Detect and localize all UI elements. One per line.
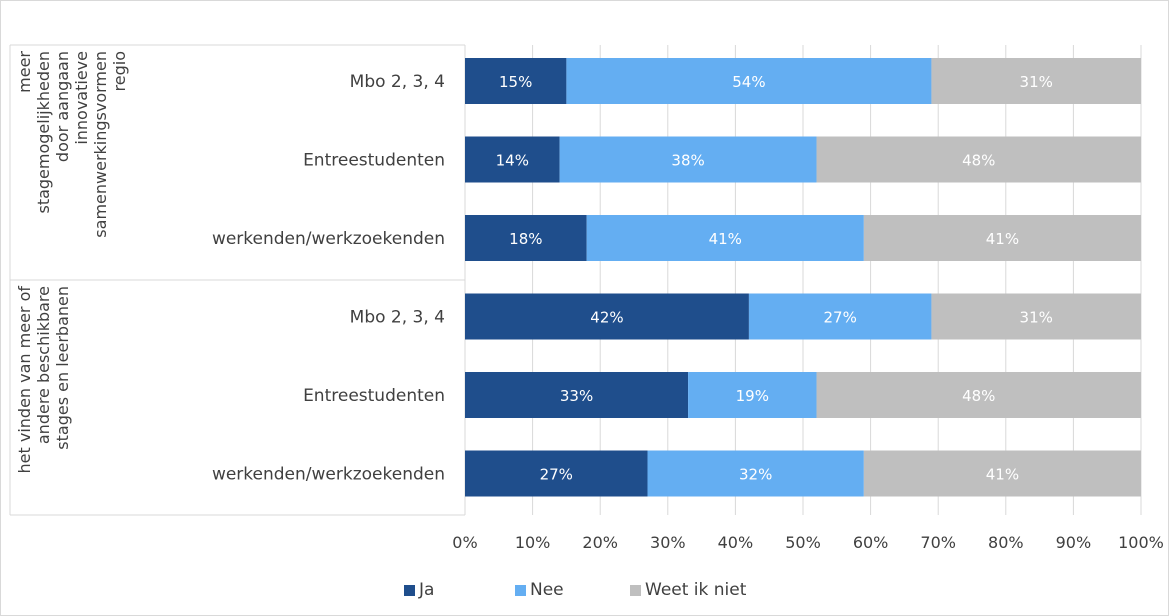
bar-weet-ik-niet bbox=[816, 136, 1141, 183]
bar-nee bbox=[688, 372, 817, 418]
x-tick-label: 0% bbox=[452, 533, 477, 552]
category-label: Entreestudenten bbox=[303, 386, 445, 406]
x-tick-label: 60% bbox=[853, 533, 889, 552]
bar-ja bbox=[465, 450, 648, 497]
bar-ja bbox=[465, 215, 587, 261]
x-tick-label: 90% bbox=[1056, 533, 1092, 552]
data-label: 27% bbox=[824, 309, 857, 327]
category-label: Entreestudenten bbox=[303, 151, 445, 171]
bars bbox=[465, 58, 1141, 497]
x-tick-label: 40% bbox=[718, 533, 754, 552]
bar-ja bbox=[465, 58, 567, 104]
bar-nee bbox=[566, 58, 932, 104]
legend-label: Weet ik niet bbox=[645, 580, 747, 600]
category-label: werkenden/werkzoekenden bbox=[212, 229, 445, 249]
data-label: 18% bbox=[509, 230, 542, 248]
x-tick-label: 50% bbox=[785, 533, 821, 552]
legend-label: Ja bbox=[418, 580, 434, 600]
bar-nee bbox=[559, 136, 817, 183]
data-label: 38% bbox=[671, 152, 704, 170]
bar-ja bbox=[465, 136, 560, 183]
category-label: Mbo 2, 3, 4 bbox=[350, 72, 445, 92]
bar-weet-ik-niet bbox=[816, 372, 1141, 418]
legend: Ja Nee Weet ik niet bbox=[404, 580, 747, 600]
legend-swatch bbox=[630, 585, 641, 596]
group-label-line: meer bbox=[15, 51, 34, 93]
data-label: 42% bbox=[590, 309, 623, 327]
x-tick-label: 100% bbox=[1118, 533, 1164, 552]
data-label: 33% bbox=[560, 387, 593, 405]
data-label: 41% bbox=[709, 230, 742, 248]
group-label-line: andere beschikbare bbox=[34, 286, 53, 444]
data-label: 14% bbox=[496, 152, 529, 170]
category-label: werkenden/werkzoekenden bbox=[212, 465, 445, 485]
bar-weet-ik-niet bbox=[931, 293, 1141, 340]
data-label: 41% bbox=[986, 466, 1019, 484]
data-label: 32% bbox=[739, 466, 772, 484]
group-label-line: stagemogelijkheden bbox=[34, 51, 53, 214]
group-label-line: innovatieve bbox=[72, 51, 91, 145]
data-label: 15% bbox=[499, 73, 532, 91]
group-label-line: regio bbox=[110, 51, 129, 91]
x-tick-label: 20% bbox=[582, 533, 618, 552]
data-label: 54% bbox=[732, 73, 765, 91]
data-label: 48% bbox=[962, 152, 995, 170]
group-label-line: samenwerkingsvormen bbox=[91, 51, 110, 238]
data-label: 27% bbox=[540, 466, 573, 484]
data-label: 41% bbox=[986, 230, 1019, 248]
x-tick-label: 30% bbox=[650, 533, 686, 552]
bar-ja bbox=[465, 293, 749, 340]
bar-nee bbox=[647, 450, 864, 497]
legend-label: Nee bbox=[530, 580, 564, 600]
data-label: 31% bbox=[1020, 309, 1053, 327]
bar-weet-ik-niet bbox=[931, 58, 1141, 104]
bar-nee bbox=[586, 215, 864, 261]
data-label: 48% bbox=[962, 387, 995, 405]
x-tick-label: 80% bbox=[988, 533, 1024, 552]
bar-weet-ik-niet bbox=[863, 215, 1141, 261]
bar-weet-ik-niet bbox=[863, 450, 1141, 497]
group-label-line: door aangaan bbox=[53, 51, 72, 162]
data-label: 19% bbox=[736, 387, 769, 405]
bar-ja bbox=[465, 372, 689, 418]
data-label: 31% bbox=[1020, 73, 1053, 91]
labels: 0% 10% 20% 30% 40% 50% 60% 70% 80% 90% 100%meer sta… bbox=[15, 51, 1164, 552]
gridlines bbox=[464, 45, 1142, 515]
group-label-line: stages en leerbanen bbox=[53, 286, 72, 450]
legend-swatch bbox=[404, 585, 415, 596]
x-tick-label: 10% bbox=[515, 533, 551, 552]
legend-swatch bbox=[515, 585, 526, 596]
x-tick-label: 70% bbox=[920, 533, 956, 552]
bar-nee bbox=[748, 293, 932, 340]
group-label-line: het vinden van meer of bbox=[15, 286, 34, 474]
category-axis-frame bbox=[9, 44, 466, 516]
category-label: Mbo 2, 3, 4 bbox=[350, 308, 445, 328]
